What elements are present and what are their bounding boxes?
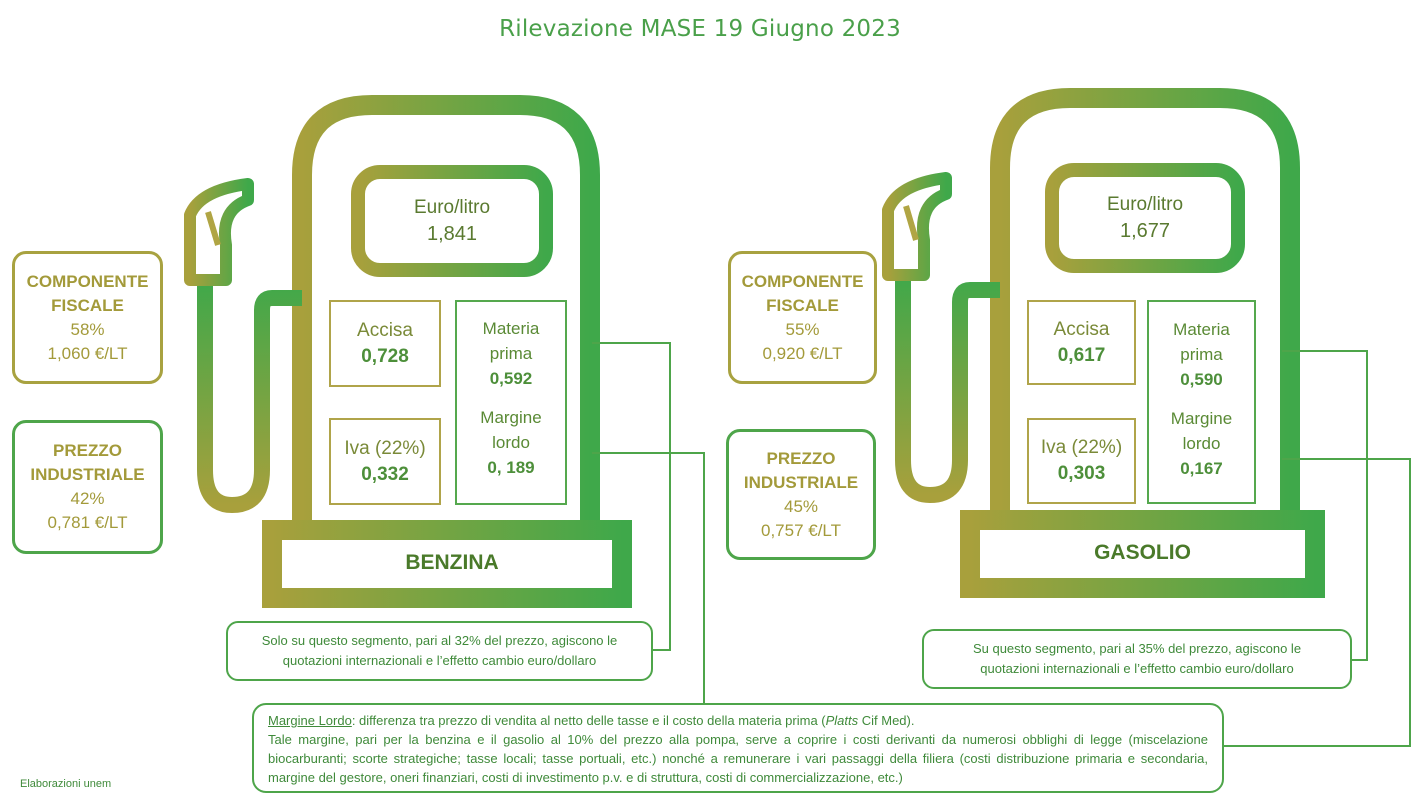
benzina-industrial-title-2: INDUSTRIALE: [30, 465, 145, 484]
gasolio-accisa-label: Accisa: [1053, 318, 1110, 340]
benzina-iva-label: Iva (22%): [344, 437, 426, 459]
benzina-fiscal-eur: 1,060 €/LT: [47, 343, 128, 363]
gasolio-fiscal-eur: 0,920 €/LT: [762, 343, 843, 363]
margine-lordo-term: Margine Lordo: [268, 713, 352, 728]
gasolio-euro-value: 1,677: [1119, 219, 1171, 242]
benzina-euro-value: 1,841: [426, 222, 478, 245]
benzina-segment-note: Solo su questo segmento, pari al 32% del…: [226, 621, 653, 681]
gasolio-fiscal-title-1: COMPONENTE: [741, 271, 864, 291]
benzina-note-line-2: quotazioni internazionali e l’effetto ca…: [282, 653, 597, 668]
gasolio-materia-label-2: prima: [1180, 345, 1223, 364]
gasolio-price-display: Euro/litro 1,677: [1052, 170, 1238, 266]
benzina-margine-value: 0, 189: [487, 458, 535, 477]
benzina-iva-cell: Iva (22%) 0,332: [329, 418, 441, 505]
gasolio-margine-value: 0,167: [1180, 459, 1223, 478]
benzina-note-line-1: Solo su questo segmento, pari al 32% del…: [261, 633, 618, 648]
gasolio-segment-note: Su questo segmento, pari al 35% del prez…: [922, 629, 1352, 689]
gasolio-industrial-cell: Materia prima 0,590 Margine lordo 0,167: [1147, 300, 1256, 504]
gasolio-industrial-title-1: PREZZO: [766, 448, 836, 468]
benzina-accisa-cell: Accisa 0,728: [329, 300, 441, 387]
benzina-euro-label: Euro/litro: [413, 196, 491, 218]
gasolio-note-line-1: Su questo segmento, pari al 35% del prez…: [972, 641, 1302, 656]
gasolio-materia-value: 0,590: [1180, 370, 1223, 389]
gasolio-accisa-value: 0,617: [1057, 344, 1106, 366]
margine-lordo-body: Tale margine, pari per la benzina e il g…: [268, 732, 1208, 785]
gasolio-margine-label-2: lordo: [1182, 434, 1221, 453]
connector-lines: [592, 342, 1411, 747]
benzina-fiscal-title-1: COMPONENTE: [26, 271, 149, 291]
benzina-fiscal-box: COMPONENTE FISCALE 58% 1,060 €/LT: [12, 251, 163, 384]
benzina-iva-value: 0,332: [361, 463, 409, 485]
margine-lordo-def-italic: Platts: [825, 713, 859, 728]
benzina-industrial-pct: 42%: [70, 489, 105, 508]
benzina-industrial-title-1: PREZZO: [53, 441, 122, 460]
benzina-price-display: Euro/litro 1,841: [358, 172, 546, 270]
benzina-materia-value: 0,592: [489, 369, 533, 388]
gasolio-fiscal-title-2: FISCALE: [766, 295, 839, 315]
benzina-materia-label-1: Materia: [482, 319, 540, 338]
margine-lordo-def-a: : differenza tra prezzo di vendita al ne…: [351, 713, 826, 728]
benzina-margine-label-1: Margine: [480, 408, 542, 427]
benzina-accisa-value: 0,728: [361, 345, 409, 367]
margine-lordo-definition: Margine Lordo: differenza tra prezzo di …: [268, 711, 1208, 730]
benzina-accisa-label: Accisa: [357, 319, 413, 341]
benzina-fiscal-title-2: FISCALE: [51, 295, 124, 315]
gasolio-materia-label-1: Materia: [1173, 320, 1230, 339]
benzina-fiscal-pct: 58%: [70, 319, 105, 339]
benzina-label: BENZINA: [405, 551, 499, 574]
benzina-industrial-box: PREZZO INDUSTRIALE 42% 0,781 €/LT: [12, 420, 163, 554]
page-title: Rilevazione MASE 19 Giugno 2023: [499, 16, 901, 42]
margine-lordo-note: Margine Lordo: differenza tra prezzo di …: [252, 703, 1224, 793]
gasolio-industrial-box: PREZZO INDUSTRIALE 45% 0,757 €/LT: [726, 429, 876, 560]
gasolio-note-line-2: quotazioni internazionali e l’effetto ca…: [980, 661, 1294, 676]
gasolio-fiscal-pct: 55%: [785, 319, 820, 339]
benzina-materia-label-2: prima: [489, 344, 533, 363]
gasolio-margine-label-1: Margine: [1170, 409, 1233, 428]
benzina-margine-label-2: lordo: [492, 433, 530, 452]
footer-credit: Elaborazioni unem: [20, 778, 112, 790]
gasolio-iva-label: Iva (22%): [1040, 437, 1123, 458]
gasolio-industrial-pct: 45%: [783, 496, 819, 516]
gasolio-label: GASOLIO: [1094, 541, 1191, 564]
gasolio-industrial-title-2: INDUSTRIALE: [743, 472, 859, 492]
gasolio-euro-label: Euro/litro: [1106, 193, 1184, 215]
gasolio-iva-cell: Iva (22%) 0,303: [1027, 418, 1136, 504]
gasolio-iva-value: 0,303: [1057, 463, 1106, 484]
gasolio-accisa-cell: Accisa 0,617: [1027, 300, 1136, 385]
gasolio-pump-icon: [882, 88, 1325, 598]
benzina-industrial-cell: Materia prima 0,592 Margine lordo 0, 189: [455, 300, 567, 505]
benzina-industrial-eur: 0,781 €/LT: [47, 513, 128, 532]
gasolio-industrial-eur: 0,757 €/LT: [760, 520, 842, 540]
margine-lordo-def-b: Cif Med).: [858, 713, 915, 728]
gasolio-fiscal-box: COMPONENTE FISCALE 55% 0,920 €/LT: [728, 251, 877, 384]
benzina-pump-icon: [184, 95, 632, 608]
